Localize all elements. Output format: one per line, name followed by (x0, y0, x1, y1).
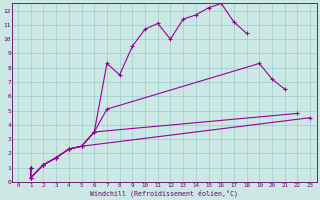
X-axis label: Windchill (Refroidissement éolien,°C): Windchill (Refroidissement éolien,°C) (90, 189, 238, 197)
